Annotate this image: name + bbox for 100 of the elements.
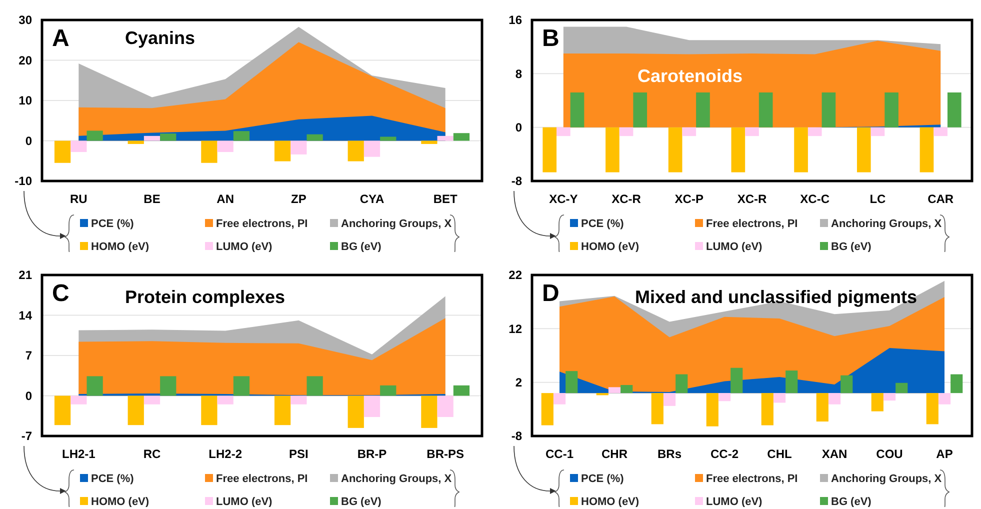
x-tick-label: CC-2 <box>710 446 739 460</box>
x-tick-label: BR-PS <box>426 446 464 460</box>
text: Cyanins <box>125 28 196 48</box>
bar <box>437 395 454 417</box>
x-tick-label: BET <box>433 192 458 206</box>
legend-label: BG (eV) <box>831 241 872 253</box>
y-tick-label: -8 <box>511 428 522 443</box>
legend-label: PCE (%) <box>581 218 624 230</box>
legend-label: Anchoring Groups, X <box>341 218 452 230</box>
legend-label: BG (eV) <box>341 241 382 253</box>
bar <box>201 140 218 163</box>
x-tick-label: XC-Y <box>549 192 578 206</box>
bar <box>217 395 234 404</box>
y-tick-label: 8 <box>515 66 522 81</box>
bar <box>86 376 103 396</box>
y-tick-label: 7 <box>25 348 32 362</box>
bar <box>786 370 798 393</box>
bar <box>201 395 218 425</box>
y-tick-label: 0 <box>25 388 32 402</box>
y-tick-label: 0 <box>515 120 522 135</box>
bar <box>290 140 307 154</box>
legend-label: Anchoring Groups, X <box>341 472 452 484</box>
y-tick-label: 0 <box>25 134 32 148</box>
bar <box>306 134 323 141</box>
legend-label: LUMO (eV) <box>216 241 273 253</box>
bar <box>217 140 234 152</box>
bar <box>380 384 396 396</box>
y-tick-label: -7 <box>21 428 32 443</box>
x-tick-label: RU <box>70 192 88 206</box>
bar <box>566 370 578 393</box>
bar <box>816 392 828 422</box>
legend-label: HOMO (eV) <box>581 496 640 508</box>
legend-label: PCE (%) <box>581 472 624 484</box>
bar <box>160 376 176 396</box>
annotation: A <box>52 25 70 52</box>
x-tick-label: XC-P <box>674 192 704 206</box>
legend-label: Free electrons, PI <box>216 472 308 484</box>
y-tick-label: 14 <box>18 308 32 322</box>
bar <box>86 130 103 141</box>
x-tick-label: LH2-2 <box>208 446 242 460</box>
x-tick-label: ZP <box>290 192 306 206</box>
x-tick-label: CYA <box>360 192 384 206</box>
bar <box>730 367 743 393</box>
x-tick-label: CAR <box>928 192 954 206</box>
legend-label: HOMO (eV) <box>91 241 150 253</box>
x-tick-label: LH2-1 <box>62 446 96 460</box>
y-tick-label: 10 <box>18 94 32 108</box>
bar <box>871 392 884 411</box>
bar <box>144 395 160 404</box>
bar <box>54 395 71 425</box>
bar <box>364 395 380 417</box>
bar <box>233 376 250 396</box>
y-tick-label: 22 <box>508 268 522 282</box>
x-tick-label: AN <box>216 192 234 206</box>
bar <box>160 134 176 141</box>
x-tick-label: BR-P <box>357 446 387 460</box>
x-tick-label: AP <box>936 446 953 460</box>
bar <box>761 392 774 425</box>
bar <box>364 140 380 157</box>
text: Protein complexes <box>125 286 286 306</box>
legend-label: HOMO (eV) <box>91 496 150 508</box>
legend-label: Anchoring Groups, X <box>831 218 942 230</box>
bar <box>950 374 963 393</box>
bar <box>773 392 786 402</box>
legend-label: HOMO (eV) <box>581 241 640 253</box>
x-tick-label: XC-C <box>800 192 830 206</box>
bar <box>663 392 676 406</box>
bar <box>274 140 291 162</box>
text: Mixed and unclassified pigments <box>635 286 918 306</box>
y-tick-label: 20 <box>18 53 32 68</box>
legend-label: PCE (%) <box>91 472 134 484</box>
y-tick-label: -8 <box>511 174 522 188</box>
bar <box>620 384 633 393</box>
bar <box>883 392 896 400</box>
bar <box>54 140 71 163</box>
bar <box>380 136 396 141</box>
y-tick-label: -10 <box>14 174 32 188</box>
x-tick-label: XC-R <box>737 192 767 206</box>
bar <box>421 140 438 144</box>
x-tick-label: PSI <box>288 446 308 460</box>
bar <box>718 392 731 401</box>
bar <box>828 392 841 404</box>
bar <box>651 392 664 424</box>
bar <box>896 382 908 393</box>
bar <box>541 392 554 425</box>
legend-label: LUMO (eV) <box>706 241 763 253</box>
y-tick-label: 21 <box>18 268 32 282</box>
bar <box>840 374 853 393</box>
bar <box>938 392 951 404</box>
annotation: B <box>542 25 560 52</box>
bar <box>128 395 144 425</box>
text: Carotenoids <box>637 66 743 86</box>
bar <box>437 136 454 141</box>
annotation: C <box>52 280 70 306</box>
bar <box>421 395 438 428</box>
y-tick-label: 12 <box>508 321 522 336</box>
legend-label: LUMO (eV) <box>216 496 273 508</box>
legend-label: Anchoring Groups, X <box>831 472 942 484</box>
x-tick-label: CC-1 <box>545 446 574 460</box>
bar <box>348 140 364 162</box>
